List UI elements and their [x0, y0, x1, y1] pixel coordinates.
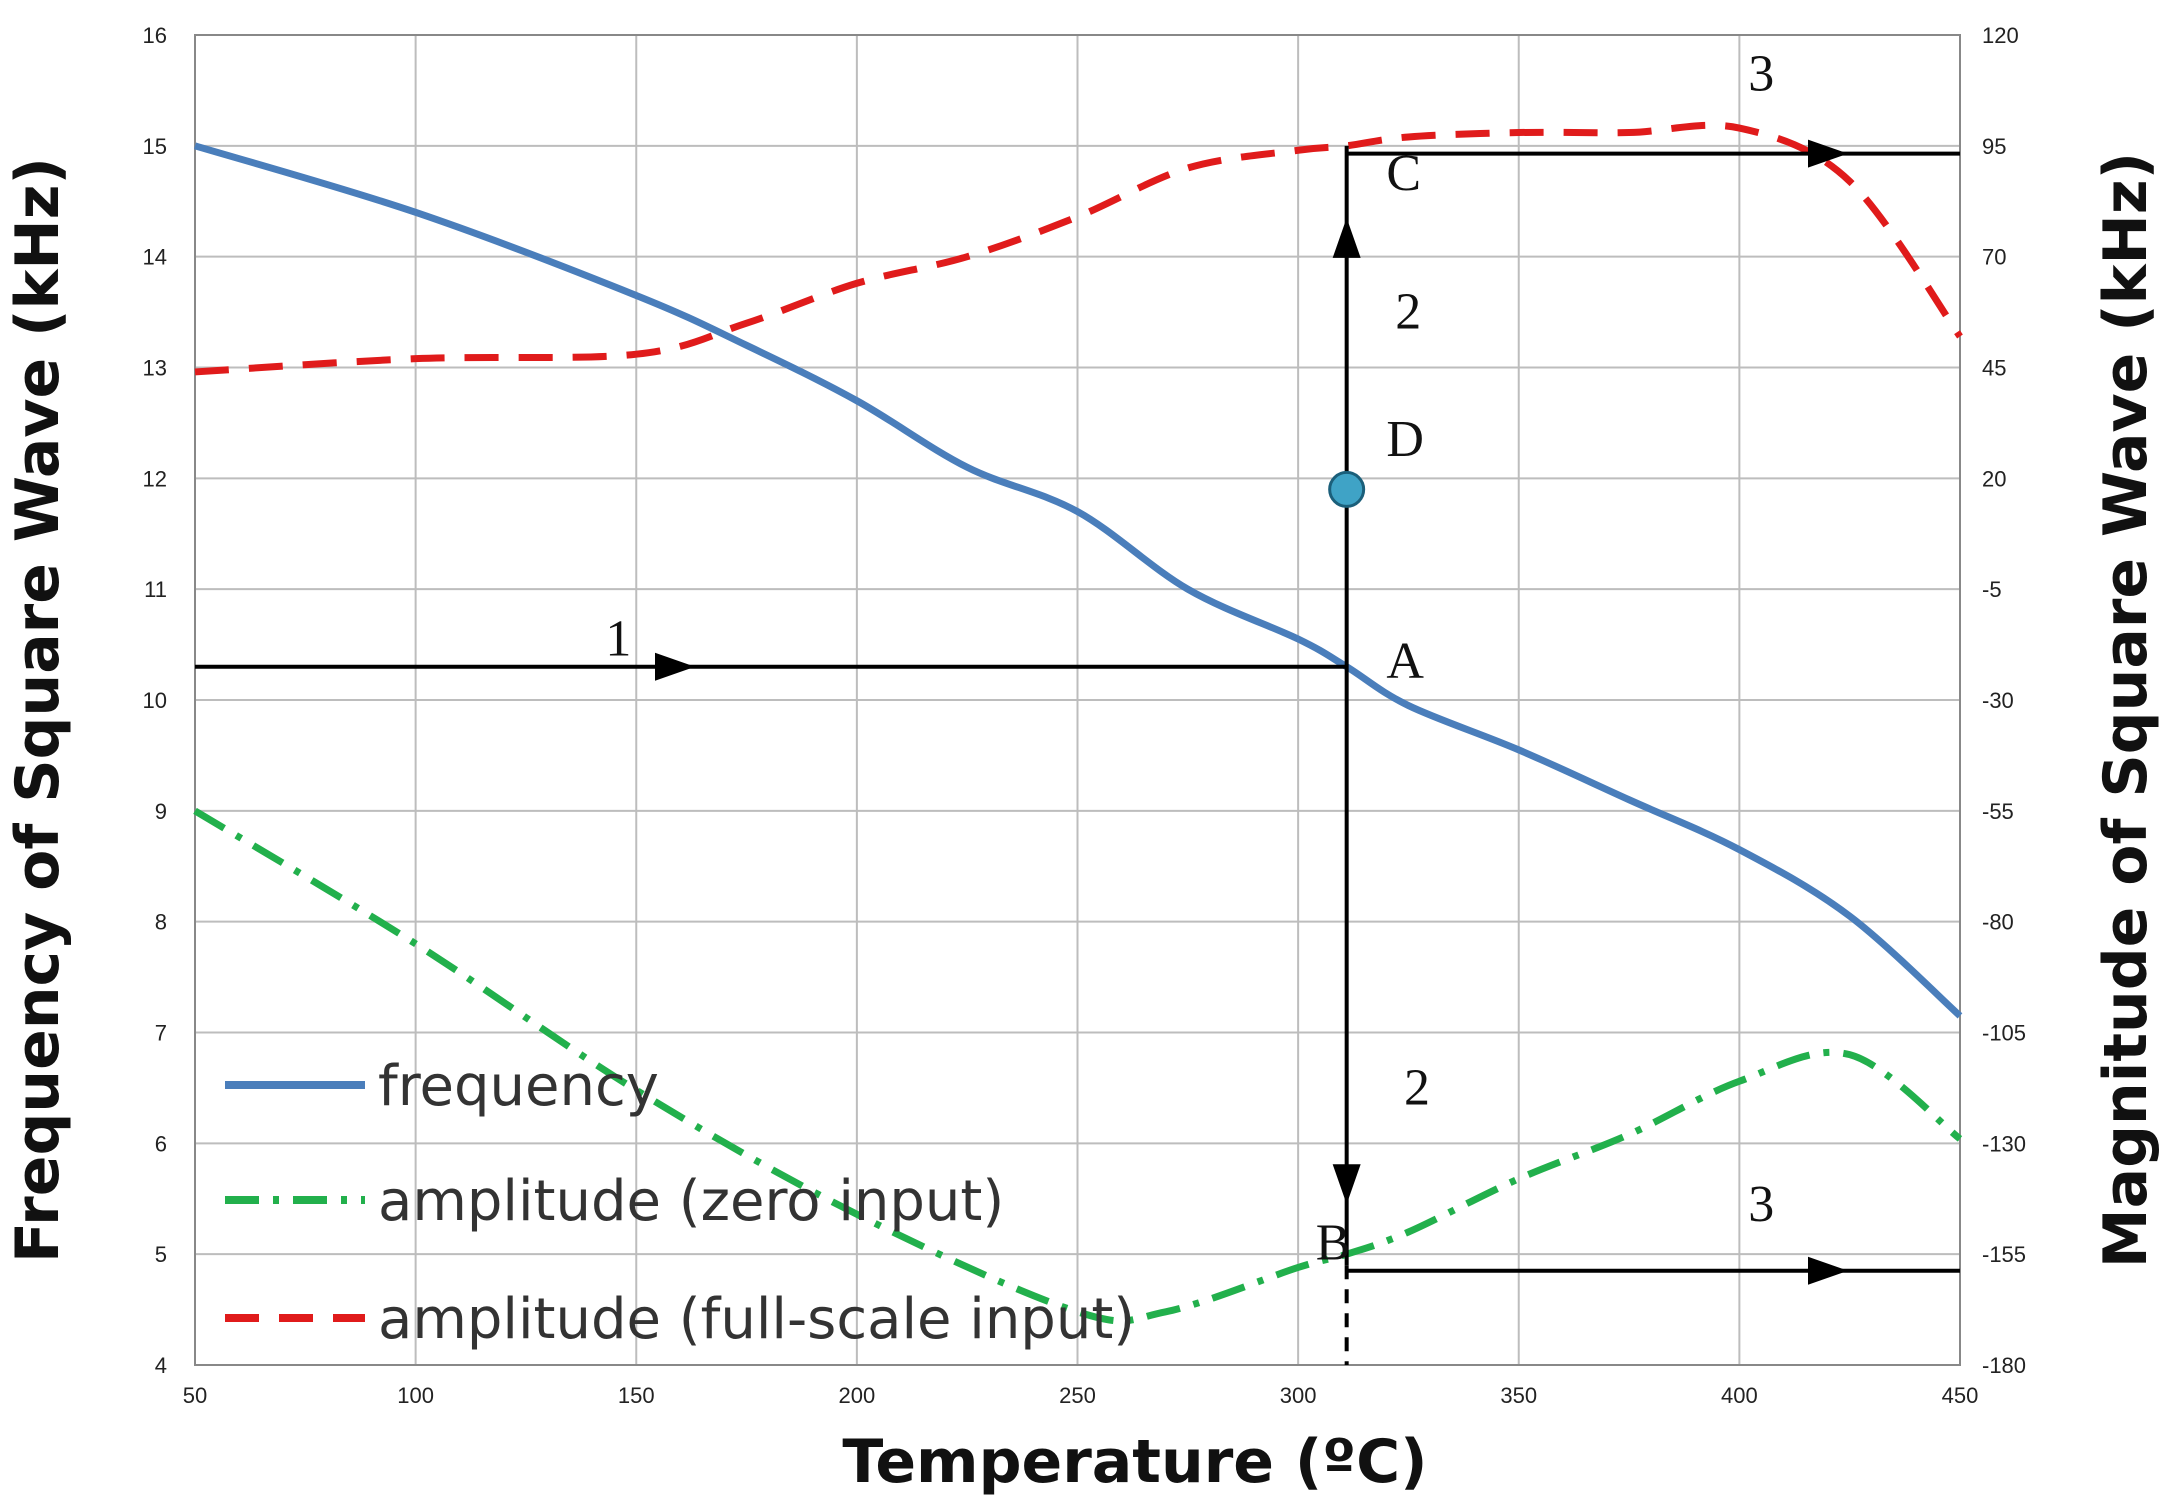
y-left-tick-label: 7 — [155, 1021, 167, 1046]
x-tick-label: 100 — [397, 1383, 434, 1408]
y-left-axis-title: Frequency of Square Wave (kHz) — [3, 157, 73, 1263]
y-left-tick-label: 8 — [155, 910, 167, 935]
y-left-tick-label: 5 — [155, 1242, 167, 1267]
arrow-head-3-top — [1808, 139, 1848, 168]
series-line-amplitude-full-scale-input — [194, 121, 1963, 376]
y-right-tick-label: 120 — [1982, 23, 2019, 48]
y-left-tick-label: 11 — [144, 577, 167, 602]
y-left-tick-label: 15 — [143, 134, 167, 159]
series-layer — [193, 121, 1963, 1325]
y-left-tick-label: 16 — [143, 23, 167, 48]
y-right-tick-label: 20 — [1982, 466, 2006, 491]
series-line-amplitude-zero-input — [193, 807, 1963, 1325]
plot-frame — [194, 34, 1961, 1366]
arrow-head-3-bottom — [1808, 1256, 1848, 1285]
y-right-tick-label: -180 — [1982, 1353, 2026, 1378]
x-tick-label: 200 — [839, 1383, 876, 1408]
arrow-head-2-up — [1332, 217, 1361, 258]
y-right-tick-label: -155 — [1982, 1242, 2026, 1267]
arrow-head-2-down — [1332, 1164, 1361, 1205]
annotation-label-3: 3 — [1748, 45, 1774, 102]
legend-label-amplitude-full: amplitude (full-scale input) — [378, 1287, 1135, 1352]
point-d-marker — [1328, 470, 1366, 508]
annotation-label-a: A — [1386, 633, 1424, 690]
y-right-tick-label: -5 — [1982, 577, 2002, 602]
arrow-head-1 — [655, 652, 695, 681]
y-left-tick-label: 13 — [143, 356, 167, 381]
x-tick-label: 400 — [1721, 1383, 1758, 1408]
y-left-tick-label: 10 — [143, 688, 167, 713]
x-tick-label: 250 — [1059, 1383, 1096, 1408]
y-left-tick-label: 9 — [155, 799, 167, 824]
y-left-tick-label: 6 — [155, 1131, 167, 1156]
y-left-tick-label: 4 — [155, 1353, 167, 1378]
y-right-tick-label: 45 — [1982, 356, 2006, 381]
y-left-tick-label: 14 — [143, 245, 167, 270]
y-right-tick-label: 70 — [1982, 245, 2006, 270]
grid — [194, 34, 1961, 1366]
annotations-layer: 1 A B C D 2 2 3 3 — [605, 45, 1774, 1271]
y-right-tick-label: -30 — [1982, 688, 2014, 713]
annotation-label-2: 2 — [1404, 1060, 1430, 1117]
legend: frequency amplitude (zero input) amplitu… — [225, 1054, 1135, 1352]
ticks-layer: 50 100 150 200 250 300 350 400 45045678910111213… — [143, 23, 2027, 1408]
x-tick-label: 50 — [183, 1383, 207, 1408]
y-right-tick-label: -130 — [1982, 1131, 2026, 1156]
annotation-label-3: 3 — [1748, 1176, 1774, 1233]
annotation-label-d: D — [1386, 411, 1424, 468]
annotation-label-c: C — [1386, 145, 1421, 202]
legend-label-frequency: frequency — [378, 1054, 659, 1119]
x-axis-title: Temperature (ºC) — [842, 1427, 1427, 1497]
y-right-tick-label: -55 — [1982, 799, 2014, 824]
y-right-axis-title: Magnitude of Square Wave (kHz) — [2091, 152, 2161, 1268]
x-tick-label: 300 — [1280, 1383, 1317, 1408]
annotation-label-2: 2 — [1395, 284, 1421, 341]
y-right-tick-label: 95 — [1982, 134, 2006, 159]
y-right-tick-label: -80 — [1982, 910, 2014, 935]
y-left-tick-label: 12 — [143, 466, 167, 491]
x-tick-label: 350 — [1500, 1383, 1537, 1408]
annotation-label-1: 1 — [605, 611, 631, 668]
x-tick-label: 450 — [1942, 1383, 1979, 1408]
series-line-frequency — [193, 142, 1963, 1019]
legend-label-amplitude-zero: amplitude (zero input) — [378, 1169, 1004, 1234]
guides-layer — [195, 139, 1960, 1365]
annotation-label-b: B — [1316, 1215, 1351, 1272]
x-tick-label: 150 — [618, 1383, 655, 1408]
y-right-tick-label: -105 — [1982, 1021, 2026, 1046]
